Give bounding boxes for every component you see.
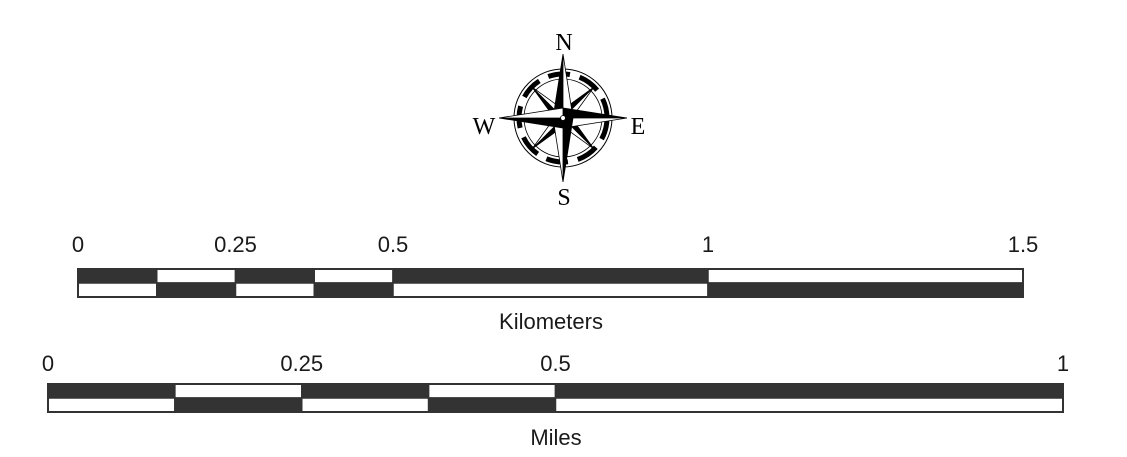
rose-major-point-dark <box>498 117 564 129</box>
scale-tick-label: 1 <box>702 232 714 257</box>
scale-tick-label: 0 <box>42 351 54 376</box>
scale-bar-kilometers: 0 0.25 0.5 1 1.5 Kilometers <box>72 232 1038 334</box>
scale-segment-bottom <box>427 397 557 413</box>
scale-bar-miles-unit: Miles <box>530 425 581 450</box>
scale-bar-outline <box>47 383 1064 413</box>
scale-segment-bottom <box>392 282 709 298</box>
scale-bar-kilometers-ticks: 0 0.25 0.5 1 1.5 <box>72 232 1038 257</box>
scale-tick-label: 0.5 <box>378 232 409 257</box>
scale-bar-miles-segments <box>47 383 1064 413</box>
scale-tick-label: 0 <box>72 232 84 257</box>
scale-segment-top <box>301 383 430 399</box>
scale-segment-top <box>427 383 557 399</box>
scale-segment-top <box>156 268 237 284</box>
scale-segment-bottom <box>47 397 176 413</box>
scale-segment-bottom <box>313 282 394 298</box>
compass-west-label: W <box>473 114 496 140</box>
scale-tick-label: 0.25 <box>214 232 257 257</box>
scale-tick-label: 1 <box>1057 351 1069 376</box>
scale-segment-top <box>554 383 1064 399</box>
scale-segment-bottom <box>301 397 430 413</box>
scale-segment-top <box>313 268 394 284</box>
scale-tick-label: 1.5 <box>1008 232 1039 257</box>
scale-bar-miles-ticks: 0 0.25 0.5 1 <box>42 351 1069 376</box>
scale-segment-bottom <box>707 282 1024 298</box>
scale-segment-bottom <box>156 282 237 298</box>
scale-bar-outline <box>77 268 1024 298</box>
scale-tick-label: 0.5 <box>540 351 571 376</box>
rose-major-point-light <box>498 107 564 119</box>
scale-bar-kilometers-segments <box>77 268 1024 298</box>
scale-segment-bottom <box>234 282 315 298</box>
compass-rose-points <box>498 53 628 183</box>
rose-center <box>560 115 566 121</box>
scale-segment-top <box>47 383 176 399</box>
scale-bar-kilometers-unit: Kilometers <box>499 309 603 334</box>
compass-rose-icon <box>498 53 628 183</box>
scale-segment-top <box>234 268 315 284</box>
rose-major-point-dark <box>562 107 628 119</box>
scale-segment-bottom <box>174 397 303 413</box>
rose-major-point-dark <box>562 117 574 183</box>
scale-tick-label: 0.25 <box>280 351 323 376</box>
scale-segment-top <box>707 268 1024 284</box>
scale-segment-bottom <box>77 282 158 298</box>
scale-segment-top <box>392 268 709 284</box>
scale-segment-top <box>77 268 158 284</box>
scale-segment-bottom <box>554 397 1064 413</box>
scale-bar-miles: 0 0.25 0.5 1 Miles <box>42 351 1069 450</box>
scale-segment-top <box>174 383 303 399</box>
compass-north-label: N <box>555 30 572 56</box>
compass-east-label: E <box>631 114 646 140</box>
compass-south-label: S <box>557 185 570 211</box>
